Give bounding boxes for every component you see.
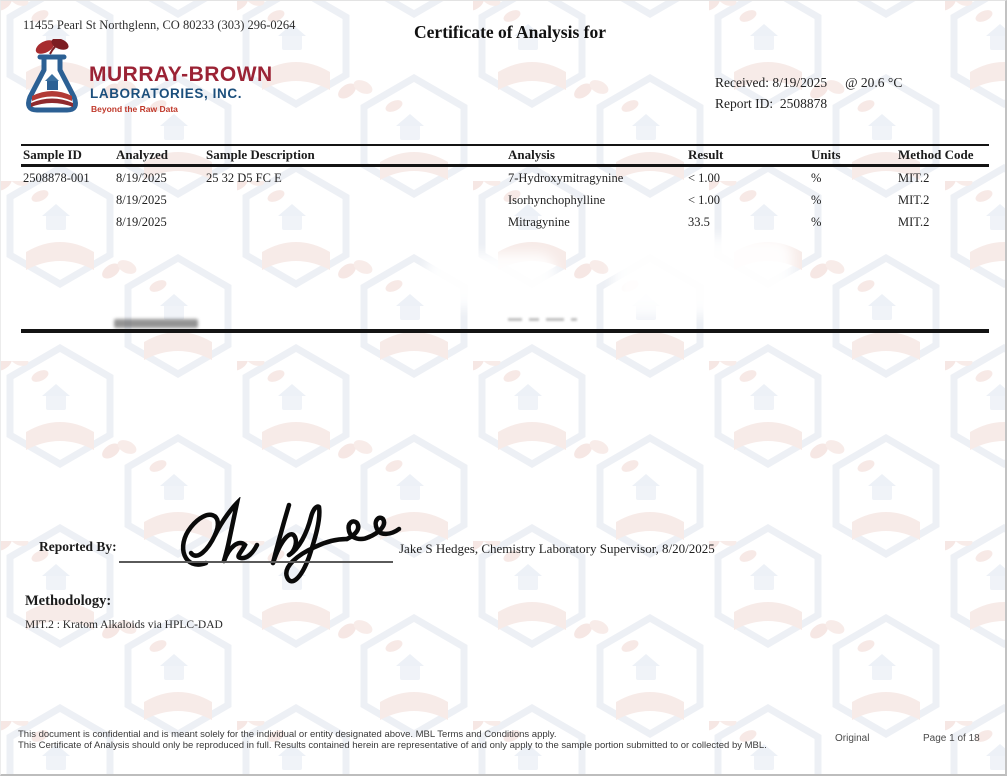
- table-rule-top: [21, 144, 989, 146]
- cell-analysis: Mitragynine: [508, 215, 570, 229]
- handwritten-signature: [180, 497, 402, 584]
- page-number: Page 1 of 18: [923, 733, 980, 744]
- report-id-value: 2508878: [779, 96, 828, 111]
- cell-result: < 1.00: [688, 171, 721, 185]
- erased-text-remnant: [508, 314, 626, 323]
- cell-description: 25 32 D5 FC E: [206, 171, 282, 185]
- received-line: Received: 8/19/2025 @ 20.6 °C: [715, 72, 902, 93]
- copy-type-label: Original: [835, 733, 870, 744]
- cell-analysis: 7-Hydroxymitragynine: [508, 171, 624, 185]
- results-table: Sample ID Analyzed Sample Description An…: [21, 144, 989, 336]
- table-row: 8/19/2025 Isorhynchophylline < 1.00 % MI…: [21, 193, 989, 208]
- lab-address: 11455 Pearl St Northglenn, CO 80233 (303…: [23, 18, 296, 32]
- table-row: 2508878-001 8/19/2025 25 32 D5 FC E 7-Hy…: [21, 171, 989, 186]
- erased-area: [613, 237, 793, 315]
- cell-description: [204, 215, 506, 230]
- footer-reproduction-line: This Certificate of Analysis should only…: [18, 740, 767, 751]
- cell-result: 33.5: [688, 215, 710, 229]
- received-temp: @ 20.6 °C: [845, 75, 903, 90]
- cell-method: MIT.2: [898, 215, 930, 229]
- cell-analysis: Isorhynchophylline: [508, 193, 606, 207]
- footer-confidentiality-line: This document is confidential and is mea…: [18, 729, 557, 740]
- redaction-smudge: [114, 319, 198, 328]
- cell-units: %: [811, 193, 822, 207]
- logo-subtitle: LABORATORIES, INC.: [90, 86, 243, 101]
- logo-wordmark: MURRAY-BROWN: [89, 63, 273, 86]
- col-header-units: Units: [811, 147, 841, 162]
- cell-units: %: [811, 215, 822, 229]
- table-rule-bottom: [21, 329, 989, 333]
- signer-details: Jake S Hedges, Chemistry Laboratory Supe…: [399, 541, 715, 556]
- document-title: Certificate of Analysis for: [414, 22, 606, 42]
- reported-by-label: Reported By:: [39, 539, 117, 554]
- cell-analyzed: 8/19/2025: [116, 215, 167, 229]
- col-header-sample-id: Sample ID: [23, 147, 82, 162]
- cell-analyzed: 8/19/2025: [116, 193, 167, 207]
- cell-units: %: [811, 171, 822, 185]
- received-label: Received:: [715, 75, 769, 90]
- cell-sample-id: 2508878-001: [23, 171, 90, 185]
- cell-sample-id: [21, 193, 114, 208]
- table-rule-header: [21, 164, 989, 167]
- report-id-label: Report ID:: [715, 96, 774, 111]
- col-header-result: Result: [688, 147, 724, 162]
- col-header-analysis: Analysis: [508, 147, 555, 162]
- table-header-row: Sample ID Analyzed Sample Description An…: [21, 147, 989, 163]
- cell-method: MIT.2: [898, 193, 930, 207]
- cell-analyzed: 8/19/2025: [116, 171, 167, 185]
- received-date: 8/19/2025: [772, 75, 828, 90]
- signature-line: [119, 561, 393, 563]
- methodology-heading: Methodology:: [25, 593, 112, 609]
- col-header-description: Sample Description: [206, 147, 315, 162]
- logo-tagline: Beyond the Raw Data: [91, 104, 178, 114]
- report-id-line: Report ID: 2508878: [715, 93, 902, 114]
- table-row: 8/19/2025 Mitragynine 33.5 % MIT.2: [21, 215, 989, 230]
- cell-result: < 1.00: [688, 193, 721, 207]
- received-block: Received: 8/19/2025 @ 20.6 °C Report ID: …: [715, 72, 902, 114]
- col-header-analyzed: Analyzed: [116, 147, 168, 162]
- methodology-item: MIT.2 : Kratom Alkaloids via HPLC-DAD: [25, 619, 223, 631]
- flask-logo-icon: [26, 39, 78, 113]
- cell-method: MIT.2: [898, 171, 930, 185]
- col-header-method: Method Code: [898, 147, 974, 162]
- erased-area: [426, 253, 556, 308]
- cell-description: [204, 193, 506, 208]
- cell-sample-id: [21, 215, 114, 230]
